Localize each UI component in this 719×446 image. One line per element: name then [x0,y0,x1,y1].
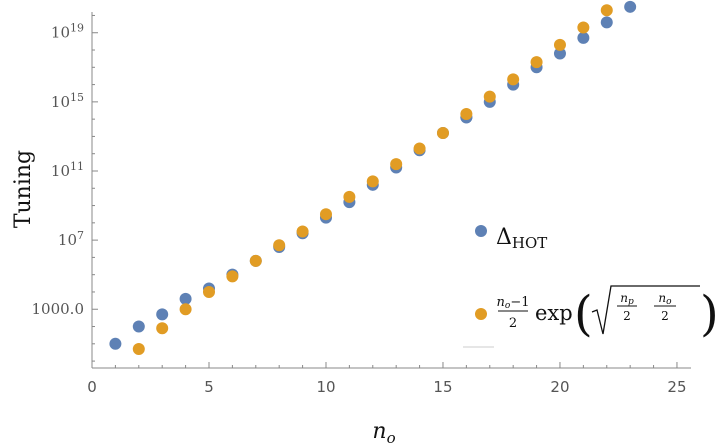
point-formula [577,21,590,34]
point-formula [273,239,286,252]
y-tick-label: 1011 [51,159,84,180]
point-formula [390,158,403,171]
point-formula [413,142,426,155]
point-delta-hot [577,31,590,44]
point-formula [436,126,449,139]
x-tick-label: 0 [87,378,97,396]
x-tick-label: 20 [550,378,569,396]
data-points [109,0,637,355]
point-delta-hot [109,337,122,350]
point-formula [249,254,262,267]
svg-text:no: no [658,291,672,307]
point-formula [156,322,169,335]
point-formula [366,175,379,188]
svg-text:): ) [700,286,719,342]
svg-text:2: 2 [661,309,669,323]
axis-titles: no Tuning [11,150,396,446]
point-formula [202,285,215,298]
svg-text:(: ( [574,286,593,342]
y-tick-label: 1015 [51,90,84,111]
point-formula [132,342,145,355]
point-formula [296,225,309,238]
point-delta-hot [553,47,566,60]
svg-text:exp: exp [535,301,573,325]
point-formula [226,270,239,283]
legend-label-formula: no−1 2 exp ( np 2 no 2 ) [497,285,719,342]
svg-text:2: 2 [623,309,631,323]
y-tick-label: 107 [58,229,84,250]
point-delta-hot [624,0,637,13]
x-tick-label: 25 [667,378,686,396]
y-tick-label: 1019 [51,21,84,42]
point-delta-hot [156,308,169,321]
point-formula [460,107,473,120]
svg-text:np: np [620,291,634,307]
point-delta-hot [179,292,192,305]
y-tick-label: 1000.0 [32,300,85,318]
legend: ΔHOT no−1 2 exp ( np 2 no 2 ) [463,225,719,348]
legend-marker-delta-hot [475,225,487,237]
point-formula [507,73,520,86]
point-formula [553,38,566,51]
legend-marker-formula [475,308,487,320]
legend-label-delta-hot: ΔHOT [496,225,547,252]
y-axis-label: Tuning [11,150,36,228]
svg-text:no−1: no−1 [497,295,530,311]
point-formula [179,303,192,316]
point-formula [600,4,613,17]
svg-text:2: 2 [509,316,517,331]
point-delta-hot [132,320,145,333]
x-tick-label: 10 [316,378,335,396]
point-formula [319,208,332,221]
x-tick-label: 5 [204,378,214,396]
x-tick-label: 15 [433,378,452,396]
point-formula [483,90,496,103]
x-axis-label: no [372,419,395,446]
point-delta-hot [600,16,613,29]
point-formula [530,56,543,69]
point-formula [343,190,356,203]
axes [91,12,691,369]
